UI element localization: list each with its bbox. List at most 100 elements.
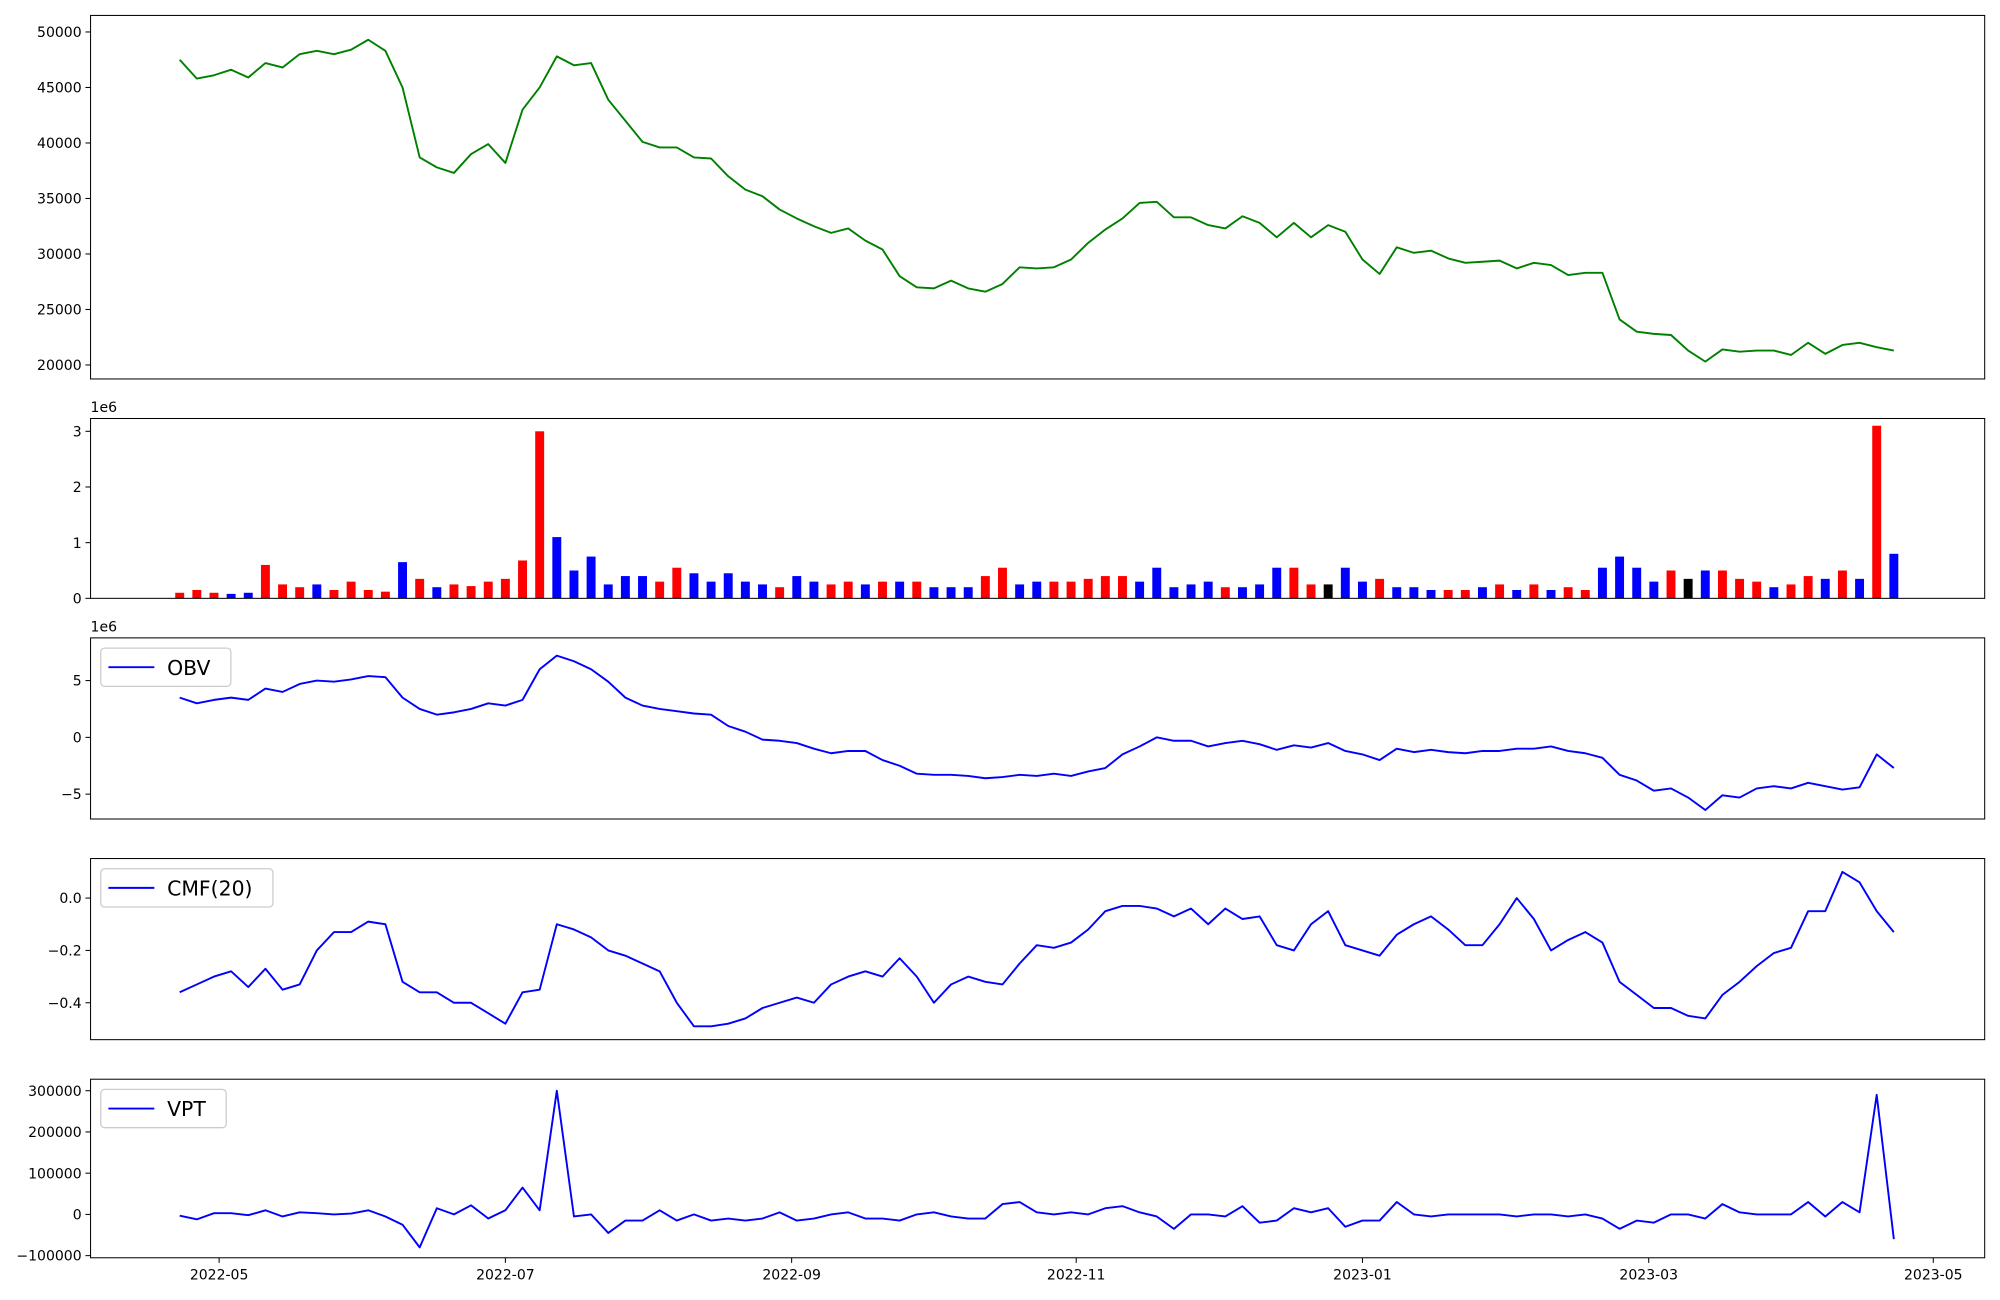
volume-bar — [500, 578, 510, 599]
volume-bar — [1443, 589, 1453, 599]
volume-bar — [1837, 570, 1847, 599]
y-tick-label: 1 — [73, 536, 82, 552]
axes-frame — [90, 637, 1986, 820]
subplot: −5 0 5 1e6 OBV — [61, 620, 1986, 820]
volume-bar — [1272, 567, 1282, 599]
axes-frame — [90, 417, 1986, 599]
volume-bar — [466, 586, 476, 599]
volume-bar — [1220, 587, 1230, 599]
y-tick-label: 0.0 — [59, 891, 81, 907]
volume-bar — [1872, 425, 1882, 599]
volume-bar — [980, 576, 990, 599]
volume-bar — [535, 431, 545, 599]
y-tick-label: −0.4 — [48, 996, 82, 1012]
legend: CMF(20) — [100, 868, 274, 908]
y-tick-label: 25000 — [37, 303, 82, 319]
volume-bar — [1083, 578, 1093, 599]
volume-bar — [1066, 581, 1076, 599]
volume-bar — [1803, 576, 1813, 599]
axes-frame — [90, 14, 1986, 380]
volume-bar — [860, 584, 870, 599]
x-tick-label: 2023-03 — [1619, 1267, 1678, 1283]
y-tick-label: 30000 — [37, 247, 82, 263]
volume-bar — [1255, 584, 1265, 599]
volume-bar — [723, 573, 733, 599]
data-line — [179, 1089, 1895, 1249]
volume-bar — [586, 556, 596, 599]
y-tick-label: 200000 — [28, 1125, 82, 1141]
volume-bar — [1889, 553, 1899, 599]
volume-bar — [1649, 581, 1659, 599]
y-tick-label: 20000 — [37, 358, 82, 374]
volume-bar — [1118, 576, 1127, 599]
volume-bar — [1735, 578, 1745, 599]
subplot: −0.4 −0.2 0.0 CMF(20) — [48, 858, 1986, 1041]
volume-bar — [689, 573, 699, 599]
volume-bar — [1049, 581, 1059, 599]
subplot: 0 1 2 3 1e6 — [73, 400, 1986, 607]
volume-bar — [1529, 584, 1539, 599]
volume-bar — [1717, 570, 1727, 599]
volume-bar — [1512, 589, 1522, 599]
volume-bar — [740, 581, 750, 599]
x-tick-label: 2022-05 — [190, 1267, 249, 1283]
volume-bar — [1632, 567, 1642, 599]
volume-bar — [878, 581, 887, 599]
axis-offset-label: 1e6 — [91, 620, 118, 636]
volume-bar — [1392, 587, 1402, 599]
volume-bar — [1015, 584, 1025, 599]
volume-bar — [209, 592, 219, 599]
volume-bar — [1100, 576, 1110, 599]
volume-bar — [1460, 589, 1470, 599]
volume-bar — [1769, 587, 1779, 599]
volume-bar — [1495, 584, 1505, 599]
volume-bar — [278, 584, 288, 599]
volume-bar — [1186, 584, 1196, 599]
axes-frame — [90, 858, 1986, 1041]
volume-bar — [1203, 581, 1213, 599]
volume-bar — [483, 581, 493, 599]
volume-bar — [758, 584, 767, 599]
volume-bar — [603, 584, 613, 599]
legend-label: VPT — [167, 1097, 206, 1121]
volume-bar — [998, 567, 1007, 599]
volume-bar — [449, 584, 459, 599]
volume-bar — [912, 581, 922, 599]
volume-bar — [1700, 570, 1710, 599]
y-tick-label: 50000 — [37, 25, 82, 41]
volume-bar — [1169, 587, 1179, 599]
x-tick-label: 2023-05 — [1904, 1267, 1963, 1283]
volume-bar — [1666, 570, 1676, 599]
volume-bar — [260, 564, 270, 599]
data-line — [178, 38, 1895, 363]
volume-bar — [226, 593, 236, 599]
volume-bar — [1597, 567, 1607, 599]
x-tick-label: 2022-09 — [762, 1267, 821, 1283]
y-tick-label: 45000 — [37, 81, 82, 97]
volume-bar — [569, 570, 579, 599]
volume-bar — [1580, 589, 1590, 599]
volume-bar — [1238, 587, 1247, 599]
y-tick-label: 300000 — [28, 1084, 82, 1100]
volume-bar — [929, 587, 939, 599]
legend-label: CMF(20) — [167, 877, 252, 901]
volume-bar — [655, 581, 665, 599]
volume-bar — [1786, 584, 1796, 599]
legend-box — [100, 647, 232, 687]
volume-bar — [1032, 581, 1042, 599]
y-tick-label: 35000 — [37, 192, 82, 208]
volume-bar — [826, 584, 836, 599]
y-tick-label: −5 — [61, 787, 82, 803]
volume-bar — [380, 591, 390, 599]
volume-bar — [312, 584, 322, 599]
legend: VPT — [100, 1088, 227, 1129]
volume-bar — [963, 587, 973, 599]
volume-bar — [1135, 581, 1145, 599]
volume-bar — [346, 581, 356, 599]
volume-bar — [1563, 587, 1573, 599]
axes-frame — [90, 1078, 1986, 1259]
volume-bar — [363, 589, 373, 599]
volume-bar — [329, 589, 339, 599]
